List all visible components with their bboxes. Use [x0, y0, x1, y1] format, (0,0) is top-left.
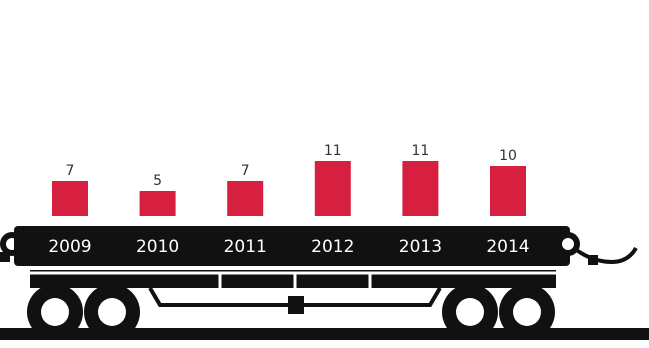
- value-label: 11: [411, 143, 429, 159]
- bar: [139, 191, 176, 216]
- x-tick-label: 2012: [311, 237, 354, 257]
- truss-block: [288, 296, 304, 314]
- coupler-left-pin: [0, 252, 10, 262]
- x-tick-label: 2013: [399, 237, 442, 257]
- bar: [314, 161, 351, 216]
- x-tick-label: 2010: [136, 237, 179, 257]
- value-label: 5: [153, 173, 162, 189]
- x-tick-label: 2011: [224, 237, 267, 257]
- bar: [227, 181, 264, 216]
- wheels: [27, 284, 555, 340]
- value-label: 11: [324, 143, 342, 159]
- coupler-right-hole: [562, 238, 574, 250]
- frame-lines: [30, 271, 556, 288]
- x-tick-label: 2014: [486, 237, 529, 257]
- value-label: 7: [66, 163, 75, 179]
- coupler-pin: [588, 255, 598, 265]
- value-label: 10: [499, 148, 517, 164]
- bar: [490, 166, 526, 216]
- bar: [52, 181, 88, 216]
- x-tick-label: 2009: [48, 237, 91, 257]
- coupler-hook: [568, 243, 638, 265]
- value-label: 7: [241, 163, 250, 179]
- deck: [14, 226, 570, 266]
- bar: [402, 161, 439, 216]
